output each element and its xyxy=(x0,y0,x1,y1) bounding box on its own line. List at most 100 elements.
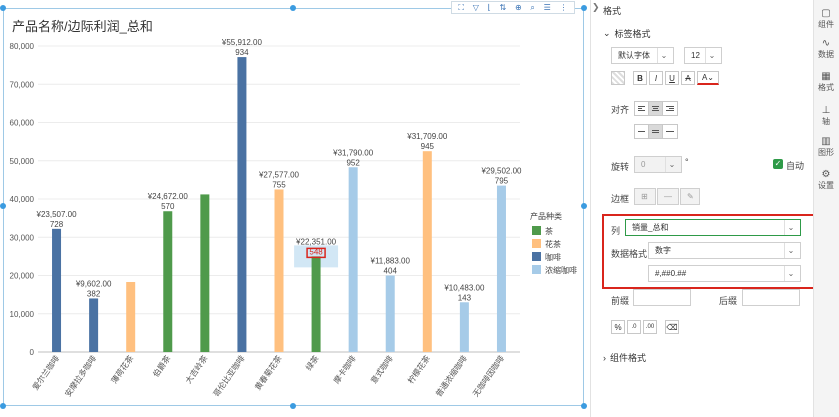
clear-format-icon[interactable]: ⌫ xyxy=(665,320,679,334)
bar[interactable] xyxy=(348,167,358,352)
border-color-button[interactable]: ✎ xyxy=(680,188,700,205)
column-select[interactable]: 销量_总和 ⌄ xyxy=(625,219,801,236)
suffix-input[interactable] xyxy=(742,289,800,306)
sort-icon[interactable]: ⇅ xyxy=(499,3,507,12)
number-pattern-select[interactable]: #,##0.## ⌄ xyxy=(648,265,801,282)
y-tick-label: 80,000 xyxy=(10,42,35,51)
bold-button[interactable]: B xyxy=(633,71,647,85)
fullscreen-icon[interactable]: ⛶ xyxy=(458,3,464,12)
auto-rotate-checkbox[interactable]: ✓ xyxy=(773,159,783,169)
rail-item-component[interactable]: ▢ 组件 xyxy=(813,8,839,30)
border-style-button[interactable]: ⊞ xyxy=(634,188,656,205)
component-format-section-title: 组件格式 xyxy=(610,353,647,363)
font-family-value: 默认字体 xyxy=(618,51,650,60)
chart-title: 产品名称/边际利润_总和 xyxy=(12,19,153,34)
percent-button[interactable]: % xyxy=(611,320,625,334)
bar[interactable] xyxy=(496,185,506,352)
resize-handle-top-left[interactable] xyxy=(0,5,6,11)
bar-count-label: 548 xyxy=(309,247,323,256)
rail-item-label: 轴 xyxy=(822,117,830,126)
legend-entry: 浓缩咖啡 xyxy=(545,265,577,275)
rotate-value: 0 xyxy=(641,160,646,169)
bar[interactable] xyxy=(385,275,395,353)
align-right-button[interactable] xyxy=(663,102,677,115)
component-format-section-header[interactable]: › 组件格式 xyxy=(603,351,646,364)
bar[interactable] xyxy=(311,256,321,352)
bar-count-label: 570 xyxy=(161,202,175,211)
fill-color-button[interactable] xyxy=(611,71,625,85)
rail-item-graph[interactable]: ▥ 图形 xyxy=(813,136,839,158)
rail-item-label: 设置 xyxy=(818,181,834,190)
border-line-button[interactable]: — xyxy=(657,188,679,205)
rail-item-format[interactable]: ▦ 格式 xyxy=(813,71,839,93)
bar[interactable] xyxy=(200,194,210,352)
graph-icon: ▥ xyxy=(821,136,831,147)
y-tick-label: 40,000 xyxy=(10,195,35,204)
font-color-button[interactable]: A⌄ xyxy=(697,71,719,85)
font-size-select[interactable]: 12 ⌄ xyxy=(684,47,722,64)
bar[interactable] xyxy=(274,189,284,352)
bar[interactable] xyxy=(237,57,247,352)
bar-value-label: ¥23,507.00 xyxy=(36,210,78,219)
bar[interactable] xyxy=(89,298,99,352)
legend-entry: 咖啡 xyxy=(545,252,561,262)
resize-handle-left[interactable] xyxy=(0,203,6,209)
bar[interactable] xyxy=(422,151,432,352)
chevron-down-icon: ⌄ xyxy=(784,220,797,235)
resize-handle-bottom-left[interactable] xyxy=(0,403,6,409)
data-format-select[interactable]: 数字 ⌄ xyxy=(648,242,801,259)
font-family-select[interactable]: 默认字体 ⌄ xyxy=(611,47,674,64)
selected-count-outline xyxy=(306,247,326,259)
bar-value-label: ¥31,790.00 xyxy=(332,148,374,157)
rail-item-data[interactable]: ∿ 数据 xyxy=(813,38,839,60)
resize-handle-right[interactable] xyxy=(581,203,587,209)
data-format-value: 数字 xyxy=(655,246,671,255)
underline-button[interactable]: U xyxy=(665,71,679,85)
align-bottom-button[interactable] xyxy=(663,125,677,138)
x-tick-label: 意式咖啡 xyxy=(368,353,395,385)
bar[interactable] xyxy=(126,282,136,352)
data-icon: ∿ xyxy=(821,38,831,49)
align-middle-button[interactable] xyxy=(649,125,663,138)
resize-handle-top[interactable] xyxy=(290,5,296,11)
resize-handle-bottom[interactable] xyxy=(290,403,296,409)
bar-count-label: 952 xyxy=(346,158,360,167)
rotate-input[interactable]: 0 ⌄ xyxy=(634,156,682,173)
format-icon: ▦ xyxy=(821,71,831,82)
chevron-down-icon: ⌄ xyxy=(784,243,797,258)
zoom-in-icon[interactable]: ⊕ xyxy=(514,3,522,12)
more-icon[interactable]: ⋮ xyxy=(559,3,568,12)
bar[interactable] xyxy=(459,302,469,352)
component-icon: ▢ xyxy=(821,8,831,19)
rail-item-settings[interactable]: ⚙ 设置 xyxy=(813,169,839,191)
y-tick-label: 20,000 xyxy=(10,272,35,281)
bar-count-label: 382 xyxy=(87,289,101,298)
resize-handle-bottom-right[interactable] xyxy=(581,403,587,409)
chart-component[interactable]: ⛶ ▽ ⌊ ⇅ ⊕ ⌕ ☰ ⋮ 产品名称/边际利润_总和 0 10,000 20,0… xyxy=(0,0,590,417)
rail-item-label: 格式 xyxy=(818,83,834,92)
drill-icon[interactable]: ⌊ xyxy=(487,3,491,12)
x-tick-label: 大吉岭茶 xyxy=(183,353,210,385)
align-top-button[interactable] xyxy=(635,125,649,138)
resize-handle-top-right[interactable] xyxy=(581,5,587,11)
prefix-input[interactable] xyxy=(633,289,691,306)
filter-icon[interactable]: ▽ xyxy=(472,3,479,12)
align-center-button[interactable] xyxy=(649,102,663,115)
list-icon[interactable]: ☰ xyxy=(543,3,551,12)
increase-decimal-button[interactable]: .0 xyxy=(627,320,641,334)
strikethrough-button[interactable]: A xyxy=(681,71,695,85)
bar-value-label: ¥31,709.00 xyxy=(406,132,448,141)
align-left-button[interactable] xyxy=(635,102,649,115)
brush-icon[interactable]: ⌕ xyxy=(530,3,535,12)
decrease-decimal-button[interactable]: .00 xyxy=(643,320,657,334)
bar[interactable] xyxy=(163,211,173,352)
label-format-section-header[interactable]: ⌄ 标签格式 xyxy=(603,27,651,40)
x-tick-label: 安摩拉多咖啡 xyxy=(63,353,99,398)
italic-button[interactable]: I xyxy=(649,71,663,85)
chevron-down-icon: ⌄ xyxy=(665,157,678,172)
collapse-panel-icon[interactable]: ❯ xyxy=(592,2,600,12)
align-label: 对齐 xyxy=(611,105,630,115)
bar[interactable] xyxy=(52,228,62,352)
rail-item-axis[interactable]: ⊥ 轴 xyxy=(813,105,839,127)
y-tick-label: 70,000 xyxy=(10,80,35,89)
